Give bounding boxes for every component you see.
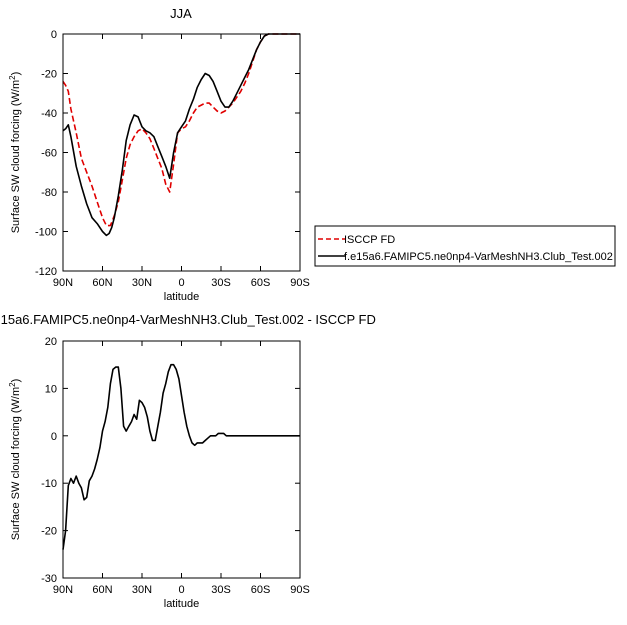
y-tick-label: -40: [41, 108, 57, 120]
legend: ISCCP FD f.e15a6.FAMIPC5.ne0np4-VarMeshN…: [314, 225, 616, 267]
bottom-plot-frame: [62, 340, 301, 579]
bottom-series-lines: [62, 363, 300, 550]
top-y-axis-label-sup: 2: [8, 75, 17, 80]
y-tick-label: 20: [45, 336, 57, 348]
bottom-series-line-0: [62, 363, 300, 550]
x-tick-label: 90S: [290, 584, 310, 596]
legend-label-model: f.e15a6.FAMIPC5.ne0np4-VarMeshNH3.Club_T…: [344, 251, 613, 263]
bottom-y-axis-label-sup: 2: [8, 382, 17, 387]
y-tick-label: 0: [51, 431, 57, 443]
top-series-lines: [62, 33, 300, 237]
x-tick-label: 60N: [92, 277, 112, 289]
top-series-line-1: [62, 33, 300, 237]
y-tick-label: -100: [35, 227, 57, 239]
x-tick-label: 60N: [92, 584, 112, 596]
bottom-panel: f.e15a6.FAMIPC5.ne0np4-VarMeshNH3.Club_T…: [0, 312, 376, 610]
top-panel: JJA 90N 60N 30N 0 30S 60S 90S -120 -100 -80 -60 -40…: [8, 6, 310, 303]
x-tick-label: 30S: [211, 277, 231, 289]
top-plot-frame: [62, 33, 301, 272]
bottom-x-axis-label: latitude: [164, 598, 199, 610]
legend-label-isccp: ISCCP FD: [344, 234, 395, 246]
y-tick-label: -80: [41, 187, 57, 199]
y-tick-label: -120: [35, 266, 57, 278]
x-tick-label: 30S: [211, 584, 231, 596]
bottom-y-axis-label-end: ): [10, 379, 22, 383]
y-tick-label: -20: [41, 69, 57, 81]
y-tick-label: -60: [41, 148, 57, 160]
x-tick-label: 0: [178, 584, 184, 596]
legend-box: [314, 225, 616, 267]
x-tick-label: 30N: [132, 277, 152, 289]
top-y-axis-label-main: Surface SW cloud forcing (W/m: [10, 80, 22, 233]
top-chart-title: JJA: [170, 6, 192, 21]
x-tick-label: 90N: [53, 584, 73, 596]
bottom-axis-ticks: 90N 60N 30N 0 30S 60S 90S -30 -20 -10 0 10 20: [41, 336, 310, 596]
y-tick-label: 10: [45, 383, 57, 395]
x-tick-label: 90S: [290, 277, 310, 289]
top-x-axis-label: latitude: [164, 291, 199, 303]
bottom-y-axis-label: Surface SW cloud forcing (W/m2): [8, 379, 22, 541]
top-axis-ticks: 90N 60N 30N 0 30S 60S 90S -120 -100 -80 -60 -40 -20 0: [35, 29, 310, 289]
x-tick-label: 0: [178, 277, 184, 289]
bottom-chart-title: f.e15a6.FAMIPC5.ne0np4-VarMeshNH3.Club_T…: [0, 312, 376, 327]
y-tick-label: -10: [41, 478, 57, 490]
x-tick-label: 30N: [132, 584, 152, 596]
x-tick-label: 60S: [251, 584, 271, 596]
y-tick-label: 0: [51, 29, 57, 41]
bottom-y-axis-label-main: Surface SW cloud forcing (W/m: [10, 387, 22, 540]
top-series-line-0: [62, 33, 300, 227]
top-y-axis-label: Surface SW cloud forcing (W/m2): [8, 72, 22, 234]
x-tick-label: 90N: [53, 277, 73, 289]
top-y-axis-label-end: ): [10, 72, 22, 76]
y-tick-label: -20: [41, 526, 57, 538]
x-tick-label: 60S: [251, 277, 271, 289]
y-tick-label: -30: [41, 573, 57, 585]
